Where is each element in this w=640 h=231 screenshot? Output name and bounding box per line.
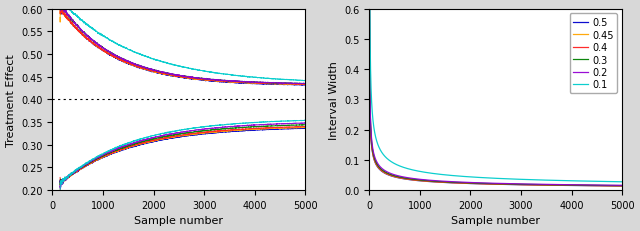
Legend: 0.5, 0.45, 0.4, 0.3, 0.2, 0.1: 0.5, 0.45, 0.4, 0.3, 0.2, 0.1 <box>570 14 617 94</box>
0.4 <box>618 185 626 187</box>
0.45 <box>618 185 626 188</box>
0.45 <box>462 182 470 185</box>
0.1 <box>573 180 581 182</box>
Line: 0.5: 0.5 <box>369 0 622 186</box>
0.45 <box>412 179 419 182</box>
Y-axis label: Treatment Effect: Treatment Effect <box>6 54 15 146</box>
0.4 <box>462 182 470 185</box>
0.1 <box>554 179 562 182</box>
0.1 <box>462 175 470 178</box>
0.2 <box>517 183 525 185</box>
0.2 <box>412 178 419 180</box>
0.3 <box>462 182 470 184</box>
0.1 <box>618 181 626 183</box>
Y-axis label: Interval Width: Interval Width <box>329 61 339 139</box>
X-axis label: Sample number: Sample number <box>134 216 223 225</box>
X-axis label: Sample number: Sample number <box>451 216 540 225</box>
0.1 <box>530 179 538 181</box>
0.5 <box>517 184 525 186</box>
0.4 <box>554 184 562 187</box>
0.4 <box>530 184 538 186</box>
Line: 0.1: 0.1 <box>369 0 622 182</box>
0.3 <box>573 184 581 187</box>
0.45 <box>517 183 525 186</box>
0.5 <box>412 179 419 182</box>
0.45 <box>530 184 538 186</box>
0.3 <box>412 178 419 181</box>
0.45 <box>573 184 581 187</box>
0.3 <box>554 184 562 186</box>
0.3 <box>517 183 525 186</box>
0.2 <box>530 183 538 186</box>
0.2 <box>573 184 581 186</box>
Line: 0.3: 0.3 <box>369 0 622 186</box>
0.4 <box>573 184 581 187</box>
0.45 <box>554 184 562 187</box>
Line: 0.4: 0.4 <box>369 0 622 186</box>
0.5 <box>554 184 562 187</box>
0.1 <box>517 178 525 181</box>
0.3 <box>530 183 538 186</box>
0.4 <box>517 183 525 186</box>
0.5 <box>618 185 626 188</box>
0.1 <box>412 169 419 172</box>
0.5 <box>573 184 581 187</box>
0.3 <box>618 184 626 187</box>
0.2 <box>462 181 470 184</box>
Line: 0.2: 0.2 <box>369 0 622 185</box>
0.5 <box>530 184 538 187</box>
0.2 <box>554 183 562 186</box>
Line: 0.45: 0.45 <box>369 0 622 186</box>
0.2 <box>618 184 626 187</box>
0.5 <box>462 182 470 185</box>
0.4 <box>412 179 419 182</box>
